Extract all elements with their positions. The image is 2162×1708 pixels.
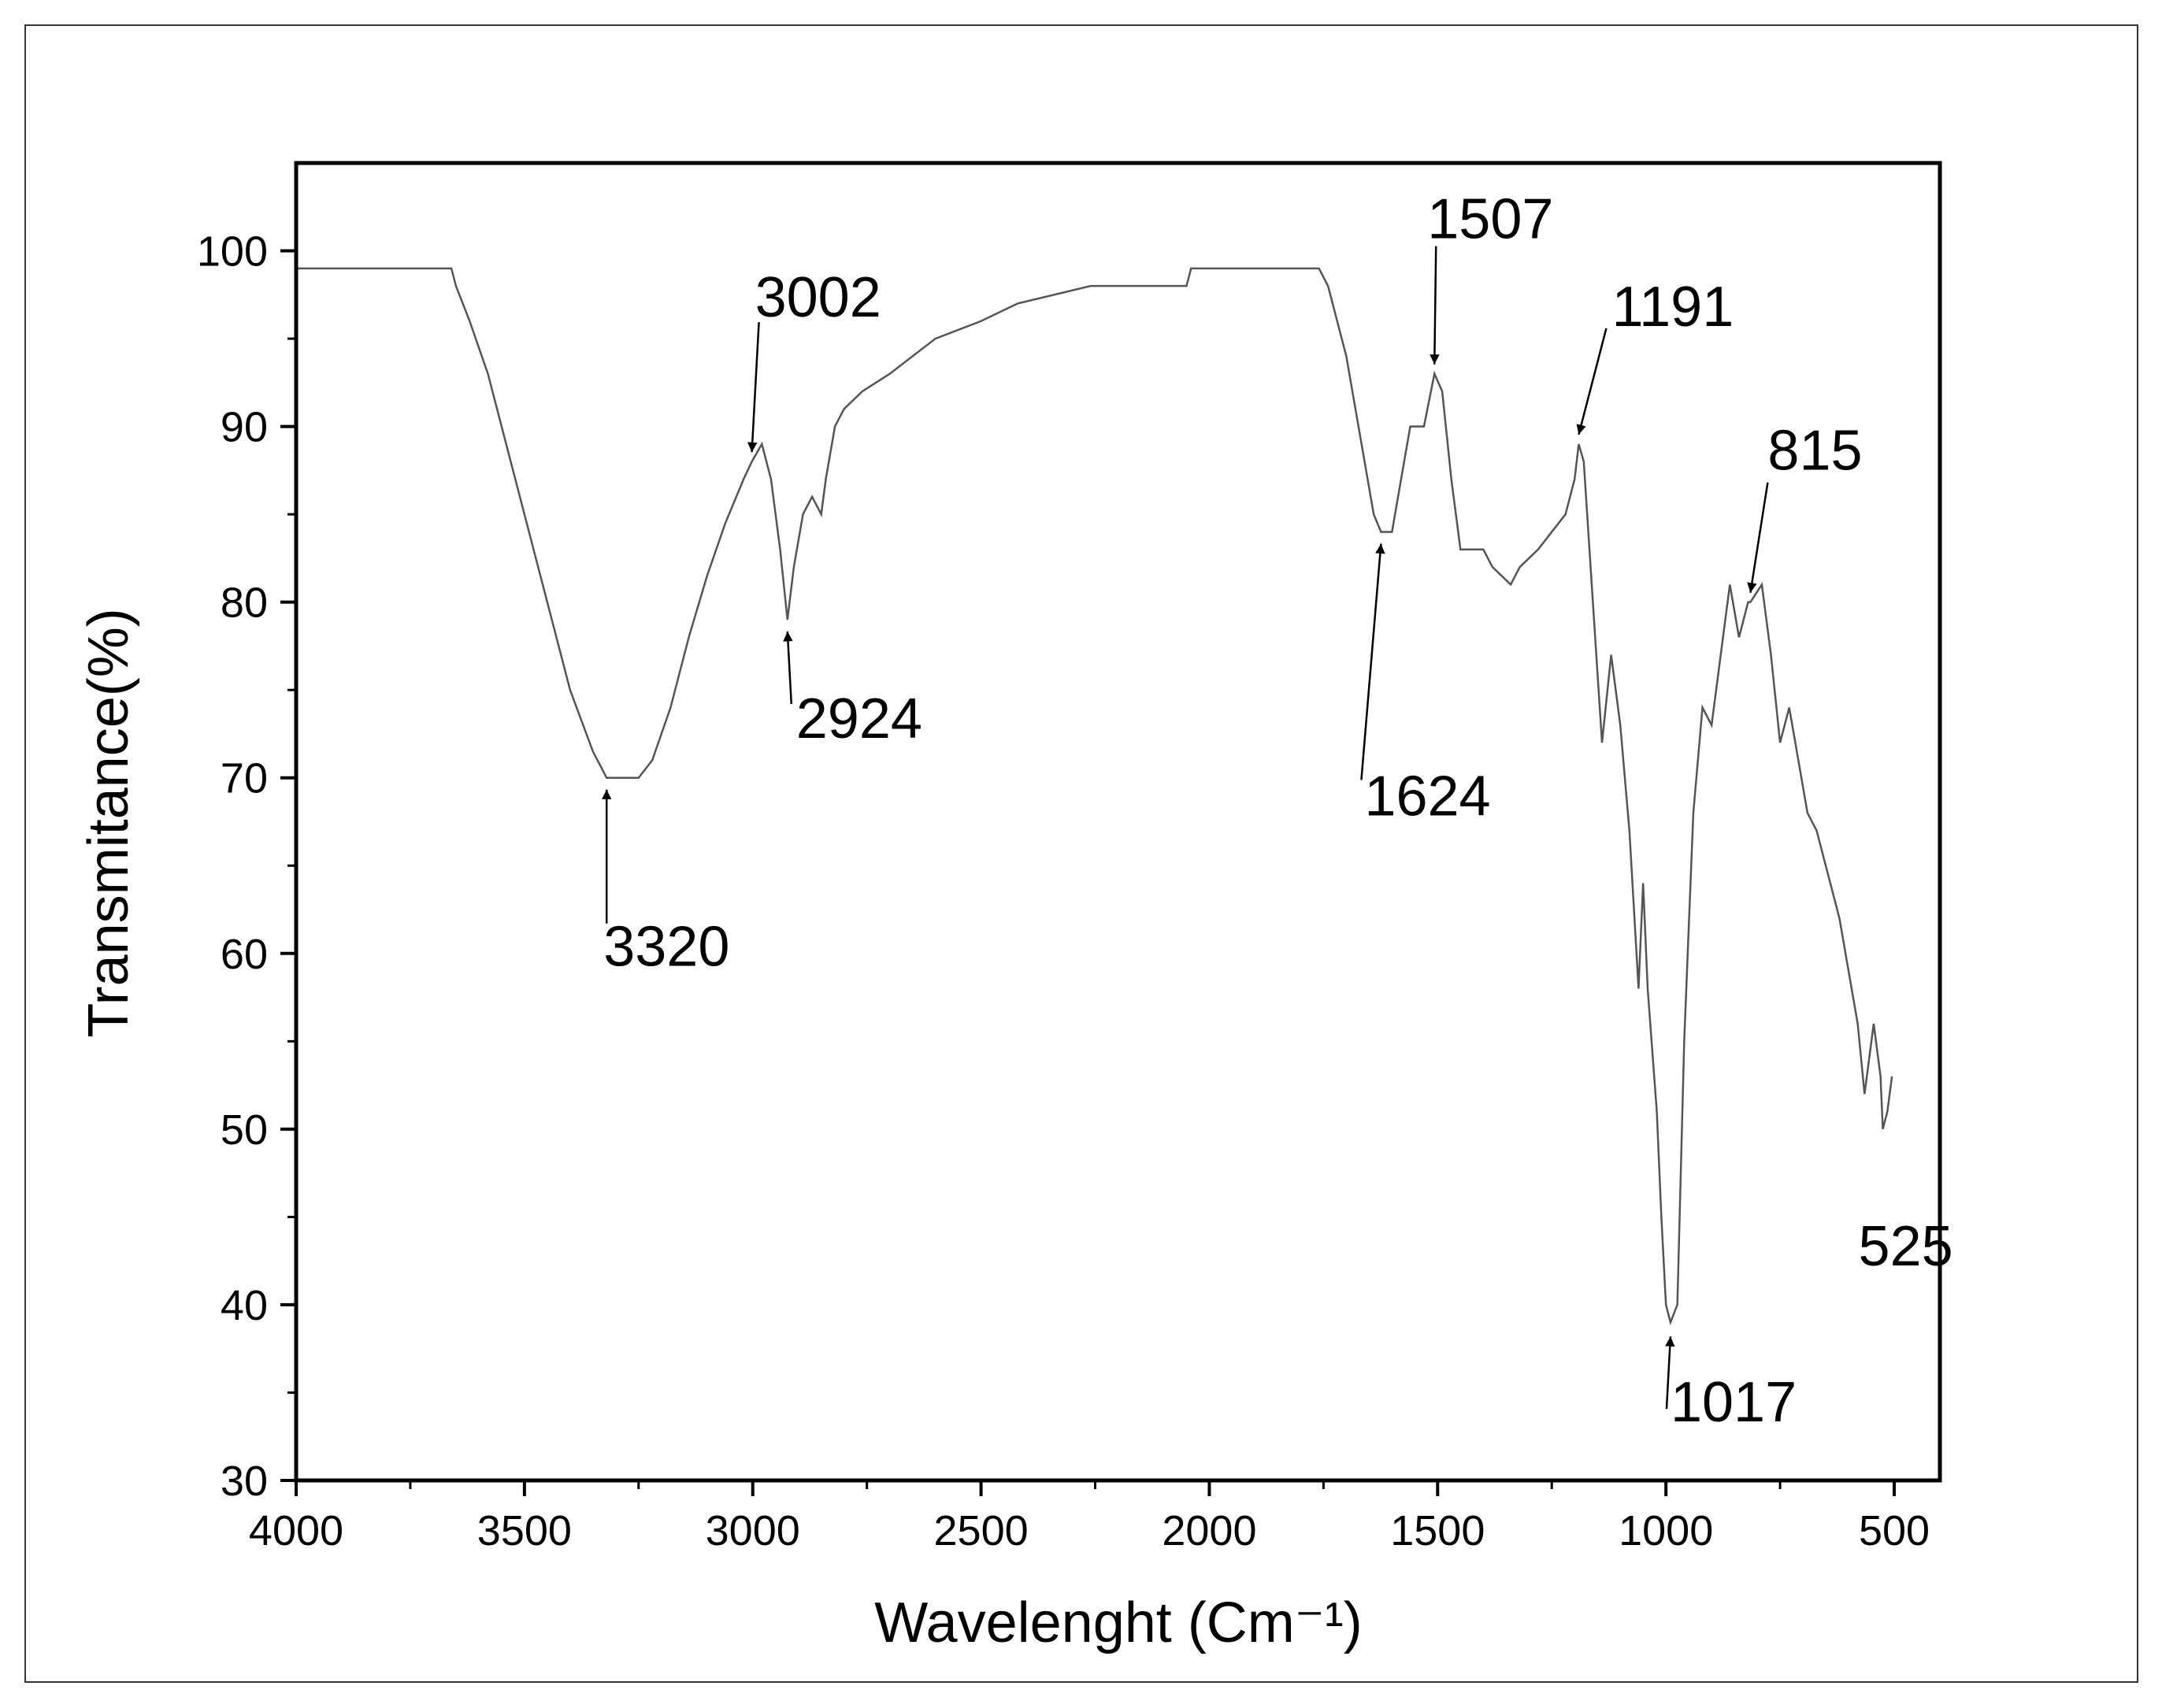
annotation-label: 1017 [1671, 1371, 1797, 1434]
y-tick-label: 50 [221, 1106, 268, 1154]
x-tick-label: 1500 [1390, 1507, 1485, 1554]
annotation-arrow [1360, 543, 1385, 780]
annotation-label: 815 [1767, 420, 1862, 483]
annotation-arrow [1430, 246, 1440, 365]
annotation-label: 3320 [603, 916, 729, 979]
x-tick-label: 3000 [706, 1507, 800, 1554]
annotation-label: 525 [1859, 1215, 1953, 1278]
x-tick-label: 4000 [249, 1507, 343, 1554]
y-tick-label: 40 [221, 1282, 268, 1329]
y-tick-label: 80 [221, 580, 268, 627]
annotation-label: 1624 [1364, 765, 1490, 828]
annotation-label: 3002 [755, 266, 881, 329]
x-tick-label: 3500 [477, 1507, 572, 1554]
annotation-arrow [1665, 1336, 1675, 1410]
x-axis-label: Wavelenght (Cm⁻¹) [874, 1591, 1362, 1654]
annotation-arrow [747, 322, 760, 453]
annotation-label: 1191 [1611, 276, 1734, 339]
annotation-arrow [1747, 482, 1769, 593]
annotation-arrow [783, 631, 793, 705]
annotation-label: 1507 [1427, 188, 1553, 251]
y-axis-label: Transmitance(%) [77, 608, 140, 1037]
annotation-arrow [1576, 328, 1608, 435]
annotation-label: 2924 [796, 687, 922, 750]
x-tick-label: 500 [1859, 1507, 1930, 1554]
y-tick-label: 90 [221, 404, 268, 451]
x-tick-label: 1000 [1619, 1507, 1713, 1554]
y-tick-label: 60 [221, 931, 268, 978]
x-tick-label: 2000 [1162, 1507, 1256, 1554]
y-tick-label: 30 [221, 1458, 268, 1505]
y-tick-label: 70 [221, 755, 268, 802]
spectrum-line [296, 267, 1893, 1326]
plot-frame [294, 161, 1942, 1483]
outer-border [24, 24, 2138, 1683]
x-tick-label: 2500 [934, 1507, 1029, 1554]
y-tick-label: 100 [197, 228, 268, 276]
